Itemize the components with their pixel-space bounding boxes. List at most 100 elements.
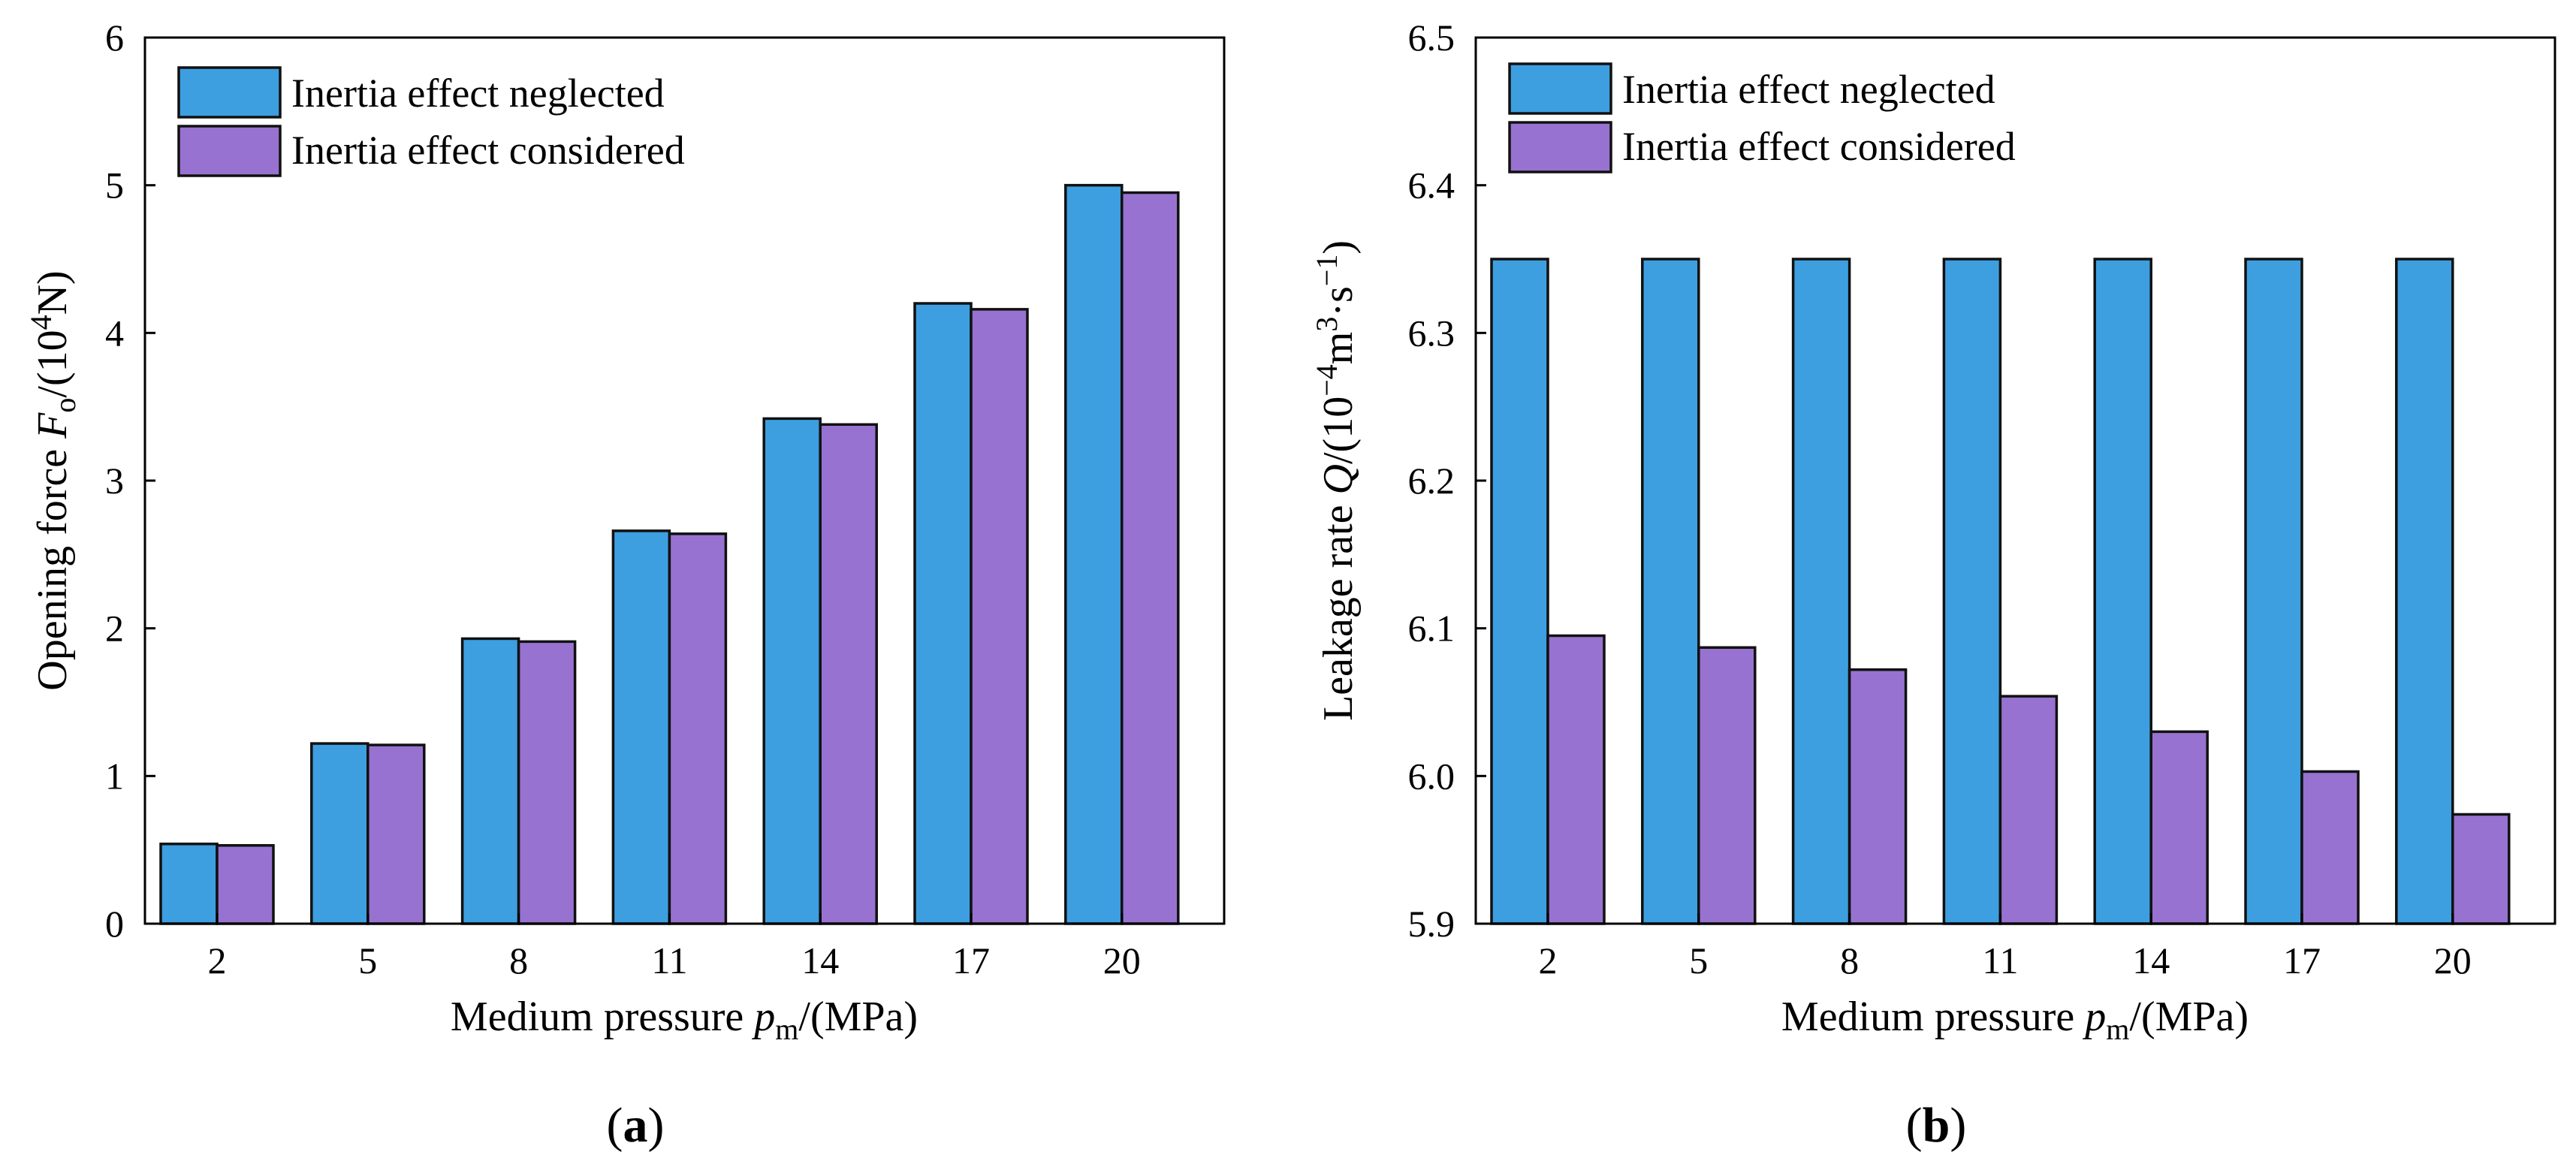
x-tick-label-17-b: 17	[2283, 939, 2321, 982]
legend-swatch-considered-a	[177, 125, 282, 177]
legend-swatch-neglected-b	[1508, 62, 1612, 115]
y-axis-title-unit4-b: )	[1315, 240, 1362, 255]
bar-neglected-2-a	[159, 843, 219, 925]
bar-neglected-20-b	[2395, 258, 2454, 925]
panel-label-b-letter: b	[1923, 1098, 1950, 1153]
legend-b: Inertia effect neglected Inertia effect …	[1508, 62, 2016, 173]
x-axis-title-var-b: p	[2082, 994, 2106, 1040]
x-axis-title-sub-a: m	[775, 1012, 798, 1046]
panel-label-a: (a)	[607, 1098, 665, 1153]
y-tick-label-5.9-b: 5.9	[1408, 903, 1455, 945]
y-tick-label-6.3-b: 6.3	[1408, 312, 1455, 354]
y-axis-title-a: Opening force Fo/(104N)	[24, 270, 82, 690]
bar-neglected-20-a	[1064, 183, 1124, 925]
x-ticks-a: 2 5 8 11 14 17 20	[208, 913, 1141, 982]
bar-considered-8-b	[1848, 668, 1908, 925]
panel-label-b: (b)	[1906, 1098, 1967, 1153]
bar-considered-5-a	[366, 743, 426, 925]
x-axis-title-a: Medium pressure pm/(MPa)	[451, 994, 918, 1046]
x-tick-label-2-b: 2	[1539, 939, 1558, 982]
y-tick-label-5-a: 5	[105, 164, 124, 207]
y-tick-label-6.2-b: 6.2	[1408, 460, 1455, 502]
y-tick-label-0-a: 0	[105, 903, 124, 945]
bar-neglected-17-b	[2244, 258, 2303, 925]
y-axis-title-sup1-b: −4	[1310, 364, 1344, 397]
x-tick-label-14-a: 14	[801, 939, 839, 982]
x-axis-title-b: Medium pressure pm/(MPa)	[1781, 994, 2249, 1046]
x-ticks-b: 2 5 8 11 14 17 20	[1539, 913, 2472, 982]
legend-a: Inertia effect neglected Inertia effect …	[177, 66, 685, 177]
legend-label-considered-b: Inertia effect considered	[1622, 124, 2016, 169]
bars-a	[159, 183, 1180, 925]
bar-neglected-11-b	[1942, 258, 2002, 925]
chart-panel-b: 5.9 6.0 6.1 6.2 6.3 6.4 6.5 2 5 8 11 14 17 20 Inerti…	[1310, 17, 2556, 1153]
y-tick-label-6.1-b: 6.1	[1408, 608, 1455, 650]
y-ticks-b: 5.9 6.0 6.1 6.2 6.3 6.4 6.5	[1408, 17, 1486, 945]
x-tick-label-8-b: 8	[1840, 939, 1859, 982]
x-tick-label-5-b: 5	[1689, 939, 1708, 982]
y-tick-label-1-a: 1	[105, 755, 124, 797]
bar-considered-17-a	[970, 308, 1029, 925]
y-axis-title-unit1-b: /(10	[1315, 397, 1362, 464]
y-axis-title-unit1-a: /(10	[29, 330, 76, 397]
bar-considered-11-a	[668, 532, 728, 925]
x-tick-label-8-a: 8	[509, 939, 528, 982]
y-axis-title-unit3-b: ·s	[1315, 286, 1362, 316]
bar-considered-8-a	[517, 640, 577, 925]
bar-neglected-14-b	[2093, 258, 2152, 925]
x-tick-label-20-b: 20	[2434, 939, 2472, 982]
bar-neglected-5-b	[1641, 258, 1700, 925]
bar-considered-11-b	[1998, 695, 2059, 925]
legend-swatch-neglected-a	[177, 66, 282, 119]
y-axis-title-unit2-b: m	[1315, 332, 1362, 365]
legend-label-considered-a: Inertia effect considered	[291, 128, 685, 173]
bar-neglected-8-a	[460, 637, 520, 925]
x-axis-title-main-b: Medium pressure	[1781, 994, 2085, 1040]
y-tick-label-6.0-b: 6.0	[1408, 755, 1455, 797]
bars-b	[1490, 258, 2511, 925]
y-axis-title-var-b: Q	[1315, 464, 1362, 494]
bar-considered-14-a	[819, 423, 878, 925]
x-axis-title-sub-b: m	[2106, 1012, 2129, 1046]
bar-considered-2-b	[1546, 634, 1606, 925]
y-tick-label-6.5-b: 6.5	[1408, 17, 1455, 59]
bar-neglected-11-a	[611, 529, 671, 925]
y-axis-title-sup3-b: −1	[1310, 255, 1344, 287]
y-axis-title-var-a: F	[29, 412, 76, 439]
bar-neglected-5-a	[310, 742, 370, 925]
x-tick-label-2-a: 2	[208, 939, 227, 982]
x-axis-title-var-a: p	[751, 994, 775, 1040]
y-ticks-a: 0 1 2 3 4 5 6	[105, 17, 155, 945]
x-axis-title-main-a: Medium pressure	[451, 994, 754, 1040]
bar-considered-20-b	[2451, 813, 2511, 925]
bar-considered-17-b	[2300, 770, 2360, 925]
legend-label-neglected-a: Inertia effect neglected	[291, 71, 665, 116]
y-axis-title-main-a: Opening force	[29, 439, 76, 691]
y-tick-label-3-a: 3	[105, 460, 124, 502]
bar-considered-14-b	[2149, 730, 2209, 925]
bar-considered-2-a	[216, 844, 275, 925]
panel-label-a-letter: a	[623, 1098, 648, 1153]
bar-considered-20-a	[1121, 191, 1180, 925]
bar-neglected-17-a	[913, 302, 973, 925]
y-axis-title-unit2-a: N)	[29, 270, 76, 315]
x-tick-label-11-a: 11	[651, 939, 687, 982]
y-axis-title-sub-a: o	[48, 398, 82, 413]
bar-neglected-8-b	[1791, 258, 1851, 925]
x-axis-title-unit-a: /(MPa)	[798, 994, 918, 1040]
y-axis-title-sup2-b: 3	[1310, 317, 1344, 332]
y-axis-title-sup-a: 4	[24, 315, 58, 330]
y-axis-title-b: Leakage rate Q/(10−4m3·s−1)	[1310, 240, 1362, 721]
x-tick-label-5-a: 5	[358, 939, 377, 982]
bar-neglected-2-b	[1490, 258, 1549, 925]
y-tick-label-2-a: 2	[105, 608, 124, 650]
bar-considered-5-b	[1697, 646, 1757, 925]
y-tick-label-6-a: 6	[105, 17, 124, 59]
legend-label-neglected-b: Inertia effect neglected	[1622, 67, 1995, 112]
bar-neglected-14-a	[762, 417, 822, 925]
x-tick-label-11-b: 11	[1982, 939, 2018, 982]
x-tick-label-20-a: 20	[1103, 939, 1141, 982]
legend-swatch-considered-b	[1508, 121, 1612, 173]
y-axis-title-main-b: Leakage rate	[1315, 494, 1362, 721]
